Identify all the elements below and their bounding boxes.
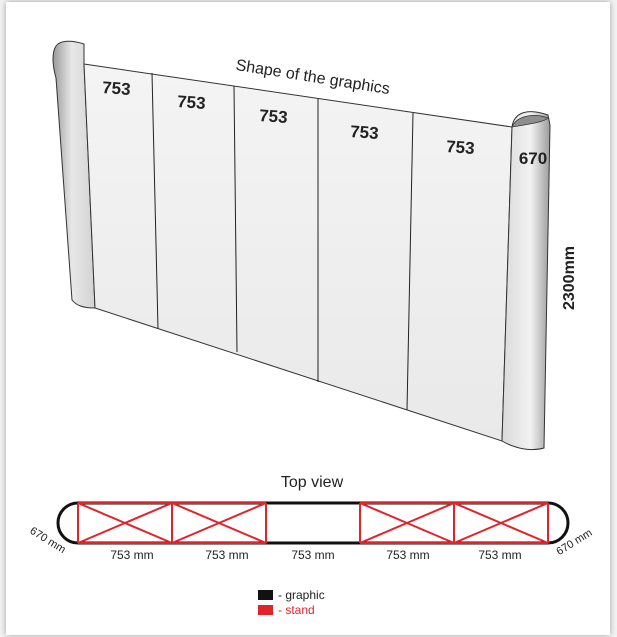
segment-label: 753 mm bbox=[205, 548, 248, 562]
legend-stand-label: - stand bbox=[278, 603, 315, 617]
right-end-label: 670 mm bbox=[554, 527, 594, 558]
stand-right bbox=[359, 502, 549, 544]
panel-label: 753 bbox=[350, 122, 380, 143]
right-curl-top bbox=[511, 115, 549, 128]
panel-label: 753 bbox=[259, 106, 289, 127]
wall-graphic bbox=[52, 40, 551, 451]
height-label: 2300mm bbox=[561, 246, 578, 310]
panel-divider bbox=[406, 112, 414, 411]
panel-divider bbox=[151, 72, 159, 330]
panel-label: 753 bbox=[446, 137, 476, 158]
stand-left bbox=[77, 502, 267, 544]
left-curved-end bbox=[52, 40, 96, 309]
top-view-plan bbox=[56, 501, 570, 545]
flat-panels bbox=[83, 63, 513, 442]
segment-label: 753 mm bbox=[478, 548, 521, 562]
segment-label: 753 mm bbox=[291, 548, 334, 562]
legend-stand-swatch bbox=[258, 605, 273, 615]
legend: - graphic - stand bbox=[258, 588, 325, 617]
panel-divider bbox=[233, 85, 238, 353]
legend-graphic-label: - graphic bbox=[278, 588, 325, 602]
left-end-label: 670 mm bbox=[28, 525, 68, 556]
panel-label: 753 bbox=[177, 92, 207, 113]
graphic-outline bbox=[56, 501, 570, 545]
right-curved-end bbox=[501, 111, 551, 451]
legend-graphic-swatch bbox=[258, 590, 273, 600]
panel-label: 670 bbox=[519, 149, 547, 168]
segment-label: 753 mm bbox=[386, 548, 429, 562]
top-view-title: Top view bbox=[281, 474, 344, 491]
segment-label: 753 mm bbox=[110, 548, 153, 562]
panel-label: 753 bbox=[102, 78, 132, 99]
